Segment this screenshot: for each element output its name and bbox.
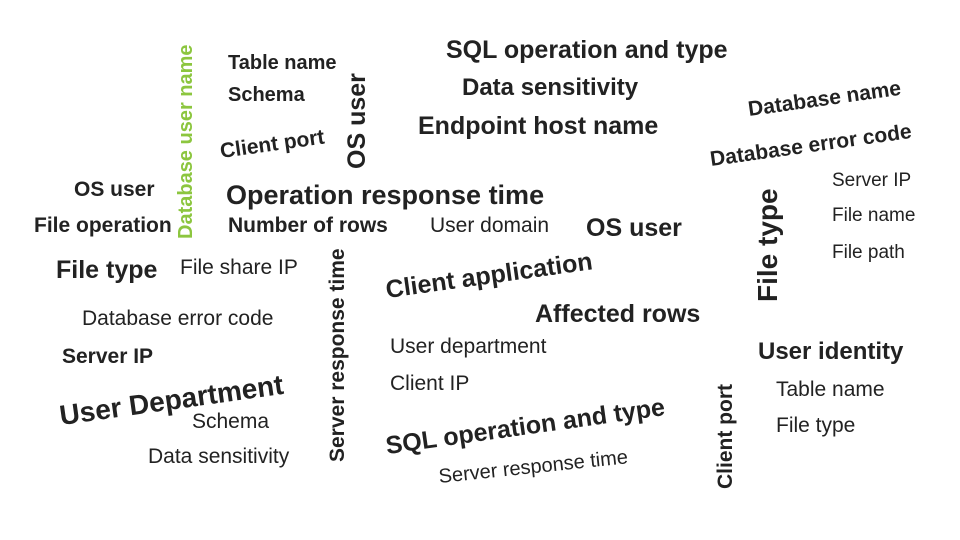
word-os-user: OS user	[586, 214, 682, 243]
word-server-ip: Server IP	[832, 170, 911, 192]
word-cloud-stage: Database user name OS user Table name Schem…	[0, 0, 960, 540]
word-number-of-rows: Number of rows	[228, 214, 388, 238]
word-server-response-time: Server response time	[438, 446, 629, 489]
word-endpoint-host-name: Endpoint host name	[418, 112, 658, 141]
word-schema: Schema	[192, 410, 269, 434]
word-data-sensitivity: Data sensitivity	[462, 74, 638, 102]
word-user-department: User department	[390, 335, 546, 359]
word-os-user: OS user	[74, 178, 155, 202]
word-schema: Schema	[228, 84, 305, 107]
word-client-port: Client port	[219, 126, 326, 164]
word-client-port: Client port	[714, 384, 738, 489]
word-database-user-name: Database user name	[175, 44, 198, 239]
word-data-sensitivity: Data sensitivity	[148, 445, 289, 469]
word-table-name: Table name	[776, 378, 885, 402]
word-sql-operation-and-type: SQL operation and type	[446, 36, 728, 65]
word-affected-rows: Affected rows	[535, 300, 700, 329]
word-file-type: File type	[776, 414, 855, 438]
word-client-ip: Client IP	[390, 372, 469, 396]
word-table-name: Table name	[228, 52, 337, 75]
word-file-operation: File operation	[34, 214, 172, 238]
word-user-domain: User domain	[430, 214, 549, 238]
word-server-ip: Server IP	[62, 345, 153, 369]
word-database-name: Database name	[747, 77, 903, 122]
word-client-application: Client application	[384, 247, 594, 305]
word-operation-response-time: Operation response time	[226, 180, 544, 211]
word-file-share-ip: File share IP	[180, 256, 298, 280]
word-file-type: File type	[56, 256, 157, 285]
word-user-identity: User identity	[758, 338, 903, 366]
word-server-response-time: Server response time	[326, 248, 350, 462]
word-database-error-code: Database error code	[82, 307, 273, 331]
word-file-name: File name	[832, 205, 915, 227]
word-database-error-code: Database error code	[709, 120, 913, 172]
word-file-type: File type	[752, 188, 784, 302]
word-os-user: OS user	[343, 73, 372, 169]
word-file-path: File path	[832, 242, 905, 264]
